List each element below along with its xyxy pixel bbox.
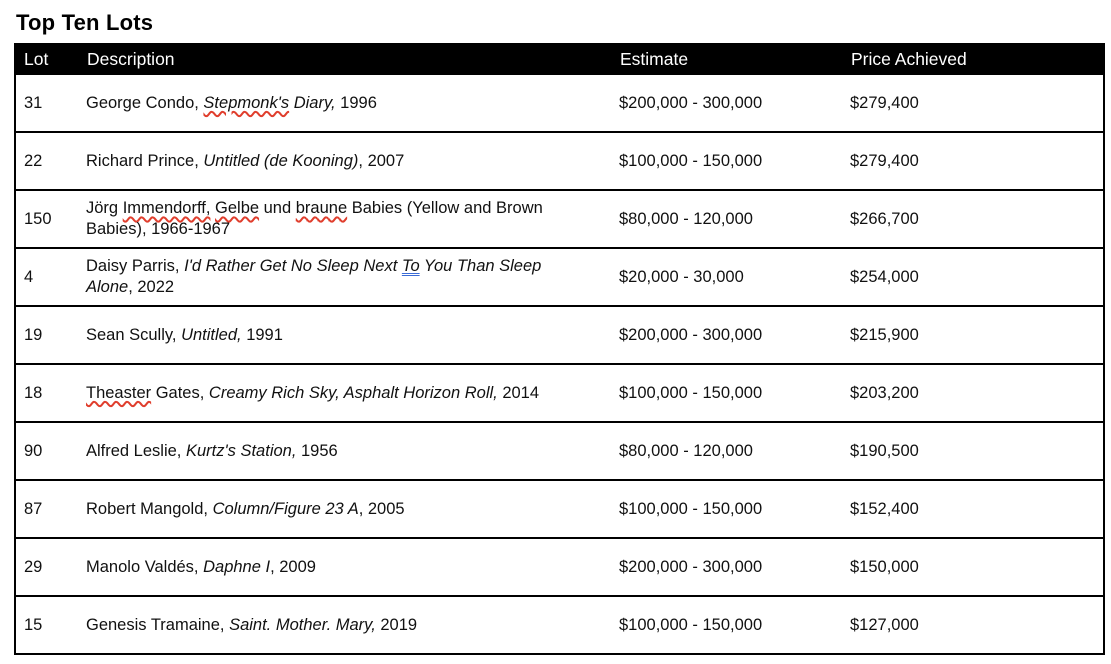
description-text: Column/Figure 23 A (212, 499, 359, 518)
description-text: , 2022 (128, 278, 175, 296)
description-text: Untitled (de Kooning) (203, 151, 359, 170)
lot-cell: 31 (14, 73, 78, 133)
table-row: 19 Sean Scully, Untitled, 1991 $200,000 … (14, 305, 1105, 365)
description-text: Diary, (289, 93, 336, 112)
description-text: Creamy Rich Sky, Asphalt Horizon Roll, (208, 383, 498, 402)
description-text: und (259, 199, 296, 217)
description-text: , 2007 (358, 151, 405, 170)
header-lot: Lot (14, 43, 79, 75)
price-cell: $279,400 (841, 73, 1105, 133)
description-text: 2014 (497, 383, 540, 402)
description-text: 1991 (241, 325, 283, 344)
lot-cell: 19 (14, 305, 78, 365)
description-text: Richard Prince, (86, 151, 204, 170)
estimate-cell: $100,000 - 150,000 (605, 595, 841, 655)
lot-cell: 15 (14, 595, 78, 655)
estimate-cell: $200,000 - 300,000 (605, 537, 841, 597)
description-text: , 2005 (358, 499, 405, 518)
description-cell: Jörg Immendorff, Gelbe und braune Babies… (78, 189, 605, 249)
price-cell: $215,900 (841, 305, 1105, 365)
header-row: Lot Description Estimate Price Achieved (14, 43, 1105, 75)
price-cell: $127,000 (841, 595, 1105, 655)
lot-cell: 29 (14, 537, 78, 597)
table-row: 15 Genesis Tramaine, Saint. Mother. Mary… (14, 595, 1105, 655)
lot-cell: 87 (14, 479, 78, 539)
price-cell: $190,500 (841, 421, 1105, 481)
description-cell: Robert Mangold, Column/Figure 23 A, 2005 (78, 479, 605, 539)
table-header: Lot Description Estimate Price Achieved (14, 43, 1105, 75)
description-text: , 2009 (270, 557, 316, 576)
table-row: 18 Theaster Gates, Creamy Rich Sky, Asph… (14, 363, 1105, 423)
description-text: 2019 (375, 615, 418, 634)
description-text: George Condo, (86, 93, 204, 112)
spellcheck-marked-text: Immendorff, (122, 199, 211, 217)
lot-cell: 150 (14, 189, 78, 249)
lot-cell: 4 (14, 247, 78, 307)
description-text: 1956 (296, 441, 338, 460)
table-row: 22 Richard Prince, Untitled (de Kooning)… (14, 131, 1105, 191)
estimate-cell: $80,000 - 120,000 (605, 189, 841, 249)
description-cell: Theaster Gates, Creamy Rich Sky, Asphalt… (78, 363, 605, 423)
description-text: Daisy Parris, (86, 257, 185, 275)
description-text: Kurtz's Station, (185, 441, 297, 460)
description-text: 1996 (335, 93, 377, 112)
description-text: Babies (Yellow and Brown Babies), 1966-1… (86, 199, 543, 238)
spellcheck-marked-text: Gelbe (215, 199, 260, 217)
description-cell: Manolo Valdés, Daphne I, 2009 (78, 537, 605, 597)
top-ten-lots-table: Lot Description Estimate Price Achieved … (14, 43, 1105, 655)
description-cell: Genesis Tramaine, Saint. Mother. Mary, 2… (78, 595, 605, 655)
description-text: You Than Sleep Alone (86, 257, 542, 296)
spellcheck-marked-text: braune (295, 199, 348, 217)
spellcheck-marked-text: Stepmonk's (203, 93, 290, 112)
estimate-cell: $200,000 - 300,000 (605, 305, 841, 365)
header-estimate: Estimate (604, 43, 842, 75)
description-text: Genesis Tramaine, (86, 615, 230, 634)
table-body: 31 George Condo, Stepmonk's Diary, 1996 … (14, 73, 1105, 655)
description-text: Alfred Leslie, (86, 441, 186, 460)
estimate-cell: $20,000 - 30,000 (605, 247, 841, 307)
price-cell: $152,400 (841, 479, 1105, 539)
price-cell: $203,200 (841, 363, 1105, 423)
estimate-cell: $80,000 - 120,000 (605, 421, 841, 481)
estimate-cell: $100,000 - 150,000 (605, 479, 841, 539)
grammar-marked-text: To (401, 257, 420, 275)
estimate-cell: $100,000 - 150,000 (605, 131, 841, 191)
description-text: Manolo Valdés, (86, 557, 204, 576)
description-cell: Sean Scully, Untitled, 1991 (78, 305, 605, 365)
price-cell: $254,000 (841, 247, 1105, 307)
description-cell: Richard Prince, Untitled (de Kooning), 2… (78, 131, 605, 191)
description-text: Daphne I (203, 557, 271, 576)
table-row: 150 Jörg Immendorff, Gelbe und braune Ba… (14, 189, 1105, 249)
description-text: Robert Mangold, (86, 499, 213, 518)
lot-cell: 18 (14, 363, 78, 423)
spellcheck-marked-text: Theaster (86, 383, 152, 402)
description-cell: Daisy Parris, I'd Rather Get No Sleep Ne… (78, 247, 605, 307)
header-description: Description (77, 43, 606, 75)
price-cell: $150,000 (841, 537, 1105, 597)
description-text: Untitled, (181, 325, 242, 344)
table-row: 29 Manolo Valdés, Daphne I, 2009 $200,00… (14, 537, 1105, 597)
table-row: 31 George Condo, Stepmonk's Diary, 1996 … (14, 73, 1105, 133)
price-cell: $279,400 (841, 131, 1105, 191)
estimate-cell: $100,000 - 150,000 (605, 363, 841, 423)
description-text: I'd Rather Get No Sleep Next (184, 257, 402, 275)
header-price-achieved: Price Achieved (840, 43, 1105, 75)
description-text: Gates, (151, 383, 209, 402)
description-cell: Alfred Leslie, Kurtz's Station, 1956 (78, 421, 605, 481)
description-cell: George Condo, Stepmonk's Diary, 1996 (78, 73, 605, 133)
description-text: Jörg (86, 199, 123, 217)
price-cell: $266,700 (841, 189, 1105, 249)
description-text: Sean Scully, (86, 325, 182, 344)
page-title: Top Ten Lots (16, 10, 154, 35)
lot-cell: 90 (14, 421, 78, 481)
description-text: Saint. Mother. Mary, (229, 615, 376, 634)
table-row: 87 Robert Mangold, Column/Figure 23 A, 2… (14, 479, 1105, 539)
estimate-cell: $200,000 - 300,000 (605, 73, 841, 133)
lot-cell: 22 (14, 131, 78, 191)
table-row: 90 Alfred Leslie, Kurtz's Station, 1956 … (14, 421, 1105, 481)
table-row: 4 Daisy Parris, I'd Rather Get No Sleep … (14, 247, 1105, 307)
